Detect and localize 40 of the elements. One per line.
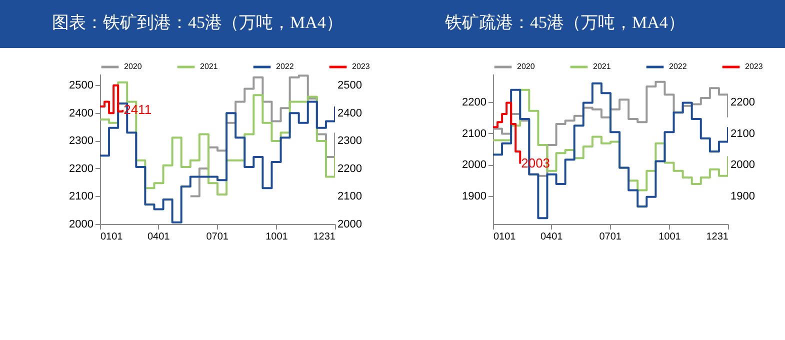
y-tick-label: 2000 (462, 159, 486, 172)
y-tick-label: 2300 (338, 135, 362, 148)
x-tick-label: 0401 (540, 232, 564, 242)
y2-tick-label: 2300 (69, 135, 94, 148)
x-tick-label: 1231 (313, 232, 336, 242)
y-tick-label: 2100 (338, 190, 362, 203)
y-tick-label: 2200 (338, 162, 362, 175)
x-tick-label: 1001 (266, 232, 288, 242)
y2-tick-label: 2100 (730, 128, 755, 140)
legend-label: 2023 (352, 62, 370, 71)
y-tick-label: 2400 (338, 107, 362, 120)
legend-label: 2022 (276, 62, 294, 71)
x-tick-label: 1231 (706, 232, 729, 242)
y2-tick-label: 2100 (69, 190, 94, 203)
legend-label: 2020 (517, 62, 536, 71)
y-tick-label: 2000 (338, 218, 362, 230)
x-tick-label: 1001 (658, 232, 682, 242)
legend-label: 2021 (593, 62, 612, 71)
y2-tick-label: 2500 (69, 80, 94, 92)
x-tick-label: 0701 (599, 232, 622, 242)
x-tick-label: 0101 (494, 232, 516, 242)
y2-tick-label: 2000 (730, 159, 755, 172)
legend-label: 2020 (124, 62, 142, 71)
y-tick-label: 2100 (462, 128, 486, 140)
y-tick-label: 2200 (462, 96, 486, 109)
legend-label: 2022 (669, 62, 688, 71)
legend-label: 2023 (745, 62, 764, 71)
x-tick-label: 0101 (100, 232, 124, 242)
x-tick-label: 0701 (206, 232, 229, 242)
chart-title: 铁矿疏港：45港（万吨，MA4） (444, 13, 685, 32)
y2-tick-label: 2200 (69, 162, 94, 175)
x-tick-label: 0401 (147, 232, 170, 242)
y2-tick-label: 2400 (69, 107, 94, 120)
y2-tick-label: 2000 (69, 218, 94, 230)
y-tick-label: 2500 (338, 80, 362, 92)
y2-tick-label: 2200 (730, 96, 755, 109)
legend-label: 2021 (200, 62, 218, 71)
chart-title: 图表：铁矿到港：45港（万吨，MA4） (52, 13, 343, 32)
y-tick-label: 1900 (462, 190, 486, 202)
y2-tick-label: 1900 (730, 190, 755, 202)
